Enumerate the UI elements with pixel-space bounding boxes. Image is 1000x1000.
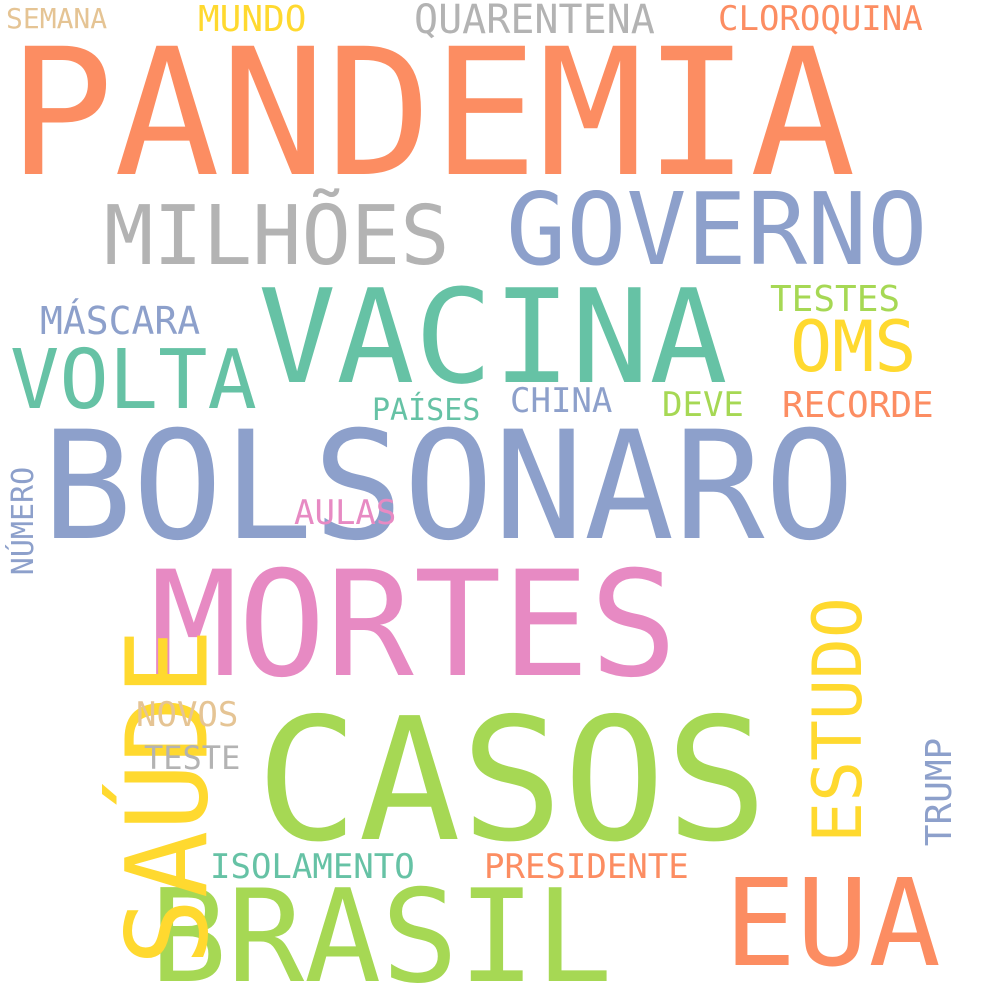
word-cloroquina: CLOROQUINA bbox=[718, 0, 923, 39]
word-semana: SEMANA bbox=[6, 2, 108, 35]
word-numero: NÚMERO bbox=[6, 466, 42, 576]
word-oms: OMS bbox=[790, 306, 917, 388]
word-eua: EUA bbox=[724, 855, 941, 994]
word-trump: TRUMP bbox=[919, 737, 961, 847]
word-milhoes: MILHÕES bbox=[104, 189, 450, 284]
word-deve: DEVE bbox=[662, 385, 744, 425]
word-volta: VOLTA bbox=[10, 333, 257, 428]
word-vacina: VACINA bbox=[258, 261, 728, 413]
word-quarentena: QUARENTENA bbox=[414, 0, 655, 43]
word-paises: PAÍSES bbox=[372, 393, 481, 428]
word-aulas: AULAS bbox=[294, 493, 397, 533]
word-recorde: RECORDE bbox=[782, 385, 934, 426]
word-estudo: ESTUDO bbox=[798, 597, 878, 843]
word-novos: NOVOS bbox=[136, 695, 239, 735]
word-pandemia: PANDEMIA bbox=[8, 11, 856, 216]
word-mundo: MUNDO bbox=[198, 0, 307, 40]
word-teste: TESTE bbox=[144, 739, 241, 777]
word-governo: GOVERNO bbox=[506, 171, 928, 288]
word-presidente: PRESIDENTE bbox=[484, 847, 689, 887]
word-mascara: MÁSCARA bbox=[40, 299, 201, 343]
word-testes: TESTES bbox=[770, 279, 901, 320]
word-china: CHINA bbox=[510, 381, 613, 421]
word-bolsonaro: BOLSONARO bbox=[42, 400, 855, 574]
word-saude: SAÚDE bbox=[103, 628, 234, 966]
word-casos: CASOS bbox=[256, 682, 768, 880]
word-mortes: MORTES bbox=[150, 540, 678, 710]
word-brasil: BRASIL bbox=[150, 863, 613, 1000]
word-isolamento: ISOLAMENTO bbox=[210, 847, 415, 887]
